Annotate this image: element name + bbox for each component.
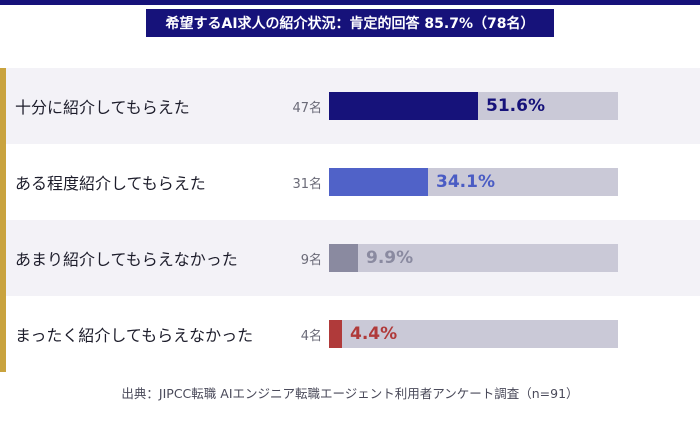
category-label: あまり紹介してもらえなかった: [15, 250, 238, 269]
chart-row: 十分に紹介してもらえた 47名 51.6%: [6, 68, 700, 144]
count-label: 47名: [292, 100, 322, 116]
category-label: 十分に紹介してもらえた: [15, 98, 190, 117]
bar-track: [329, 320, 618, 348]
value-label: 51.6%: [486, 96, 545, 116]
chart-row: まったく紹介してもらえなかった 4名 4.4%: [6, 296, 700, 372]
bar-fill: [329, 244, 358, 272]
value-label: 4.4%: [350, 324, 398, 344]
bar-fill: [329, 92, 478, 120]
count-label: 9名: [300, 252, 322, 268]
chart-row: ある程度紹介してもらえた 31名 34.1%: [6, 144, 700, 220]
chart-row: あまり紹介してもらえなかった 9名 9.9%: [6, 220, 700, 296]
chart-title: 希望するAI求人の紹介状況：肯定的回答 85.7%（78名）: [146, 9, 554, 37]
value-label: 9.9%: [366, 248, 414, 268]
top-border-line: [0, 0, 700, 5]
bar-fill: [329, 168, 428, 196]
bar-fill: [329, 320, 342, 348]
source-note: 出典：JIPCC転職 AIエンジニア転職エージェント利用者アンケート調査（n=9…: [121, 386, 579, 401]
value-label: 34.1%: [436, 172, 495, 192]
bar-track: [329, 92, 618, 120]
bar-track: [329, 168, 618, 196]
count-label: 4名: [300, 328, 322, 344]
bar-track: [329, 244, 618, 272]
category-label: まったく紹介してもらえなかった: [15, 326, 254, 345]
accent-bar: [0, 68, 6, 372]
count-label: 31名: [292, 176, 322, 192]
category-label: ある程度紹介してもらえた: [15, 174, 206, 193]
